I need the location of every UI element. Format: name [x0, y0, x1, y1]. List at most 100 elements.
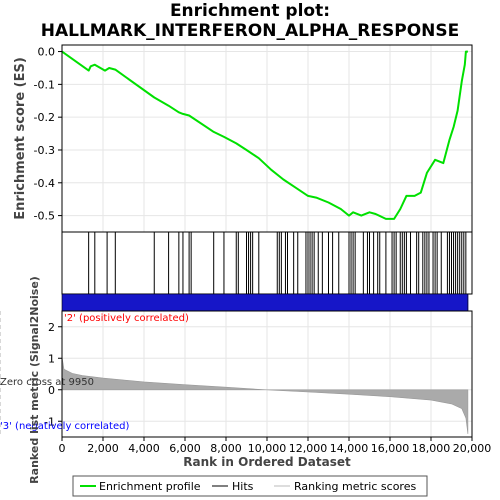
heat-segment — [447, 294, 454, 311]
heat-segment — [254, 294, 261, 311]
heat-segment — [143, 294, 149, 311]
heat-segment — [214, 294, 220, 311]
heat-segment — [407, 294, 413, 311]
x-tick-label: 20,000 — [453, 442, 492, 455]
heat-segment — [107, 294, 114, 311]
ranking-metric-area — [61, 356, 469, 434]
heat-segment — [335, 294, 342, 311]
es-ytick-label: -0.3 — [34, 144, 55, 157]
heat-segment — [391, 294, 398, 311]
x-tick-label: 2,000 — [87, 442, 119, 455]
heat-segment — [178, 294, 185, 311]
heat-segment — [285, 294, 291, 311]
heat-segment — [158, 294, 164, 311]
heat-segment — [325, 294, 332, 311]
legend-box — [72, 475, 428, 497]
x-tick-label: 12,000 — [289, 442, 328, 455]
x-axis: 0 2,000 4,000 6,000 8,000 10,000 12,000 14,000 1… — [59, 437, 492, 469]
metric-ytick-label: -1 — [44, 415, 55, 428]
heat-segment — [376, 294, 383, 311]
x-tick-label: 4,000 — [128, 442, 160, 455]
hits-frame — [61, 231, 473, 295]
heat-segment — [366, 294, 372, 311]
heat-segment — [168, 294, 175, 311]
rank-heat-bar — [61, 293, 469, 312]
heat-segment — [442, 294, 449, 311]
heat-segment — [361, 294, 367, 311]
heat-segment — [198, 294, 205, 311]
x-tick-label: 10,000 — [248, 442, 287, 455]
heat-segment — [62, 294, 68, 311]
heat-segment — [204, 294, 210, 311]
heat-segment — [97, 294, 103, 311]
heat-segment — [401, 294, 408, 311]
heat-segment — [138, 294, 144, 311]
legend-label-hits: Hits — [232, 480, 254, 493]
heat-segment — [422, 294, 428, 311]
heat-segment — [244, 294, 251, 311]
heat-segment — [133, 294, 139, 311]
hits-panel — [61, 231, 473, 295]
heat-segment — [371, 294, 377, 311]
metric-y-axis-label: Ranked list metric (Signal2Noise) — [28, 276, 41, 484]
x-tick-label: 0 — [59, 442, 66, 455]
es-ytick-label: -0.1 — [34, 78, 55, 91]
heat-segment — [295, 294, 301, 311]
es-ytick-label: 0.0 — [38, 46, 56, 59]
heat-segment — [193, 294, 200, 311]
heat-segment — [427, 294, 433, 311]
heat-segment — [234, 294, 240, 311]
positive-correlation-label: '2' (positively correlated) — [64, 313, 189, 324]
heat-segment — [163, 294, 169, 311]
heat-segment — [310, 294, 317, 311]
heat-segment — [351, 294, 357, 311]
chart-title-line-2: HALLMARK_INTERFERON_ALPHA_RESPONSE — [40, 21, 460, 41]
heat-segment — [148, 294, 154, 311]
metric-panel: 2 1 0 -1 Zero cross at 9950 '2' (positively c… — [0, 276, 473, 484]
heat-segment — [229, 294, 235, 311]
heat-segment — [87, 294, 93, 311]
heat-segment — [315, 294, 322, 311]
heat-segment — [300, 294, 306, 311]
heat-segment — [356, 294, 362, 311]
es-ytick-label: -0.4 — [34, 177, 55, 190]
x-tick-label: 14,000 — [330, 442, 369, 455]
metric-ytick-label: 2 — [48, 321, 55, 334]
heat-segment — [280, 294, 286, 311]
heat-segment — [77, 294, 83, 311]
heat-segment — [224, 294, 230, 311]
heat-segment — [92, 294, 98, 311]
heat-segment — [112, 294, 119, 311]
heat-segment — [183, 294, 190, 311]
heat-segment — [432, 294, 438, 311]
negative-correlation-label: '3' (negatively correlated) — [0, 421, 129, 432]
x-tick-label: 6,000 — [169, 442, 201, 455]
heat-segment — [330, 294, 337, 311]
heat-segment — [320, 294, 327, 311]
x-axis-label: Rank in Ordered Dataset — [183, 455, 351, 469]
heat-segment — [341, 294, 347, 311]
heat-segment — [396, 294, 403, 311]
heat-segment — [117, 294, 124, 311]
heat-segment — [173, 294, 180, 311]
zero-cross-label: Zero cross at 9950 — [0, 377, 94, 388]
heat-segment — [381, 294, 388, 311]
x-tick-label: 8,000 — [210, 442, 242, 455]
heat-segment — [417, 294, 423, 311]
heat-segment — [386, 294, 393, 311]
x-tick-label: 16,000 — [371, 442, 410, 455]
es-panel: 0.0 -0.1 -0.2 -0.3 -0.4 -0.5 Enrichment score … — [13, 44, 473, 233]
heat-segment — [412, 294, 418, 311]
es-ytick-label: -0.2 — [34, 111, 55, 124]
heat-segment — [249, 294, 256, 311]
chart-title-line-1: Enrichment plot: — [169, 1, 331, 21]
heat-segment — [239, 294, 246, 311]
heat-segment — [102, 294, 109, 311]
legend: Enrichment profile Hits Ranking metric sco… — [72, 475, 428, 497]
x-tick-label: 18,000 — [412, 442, 451, 455]
es-ytick-label: -0.5 — [34, 210, 55, 223]
heat-segment — [67, 294, 73, 311]
heat-segment — [270, 294, 276, 311]
